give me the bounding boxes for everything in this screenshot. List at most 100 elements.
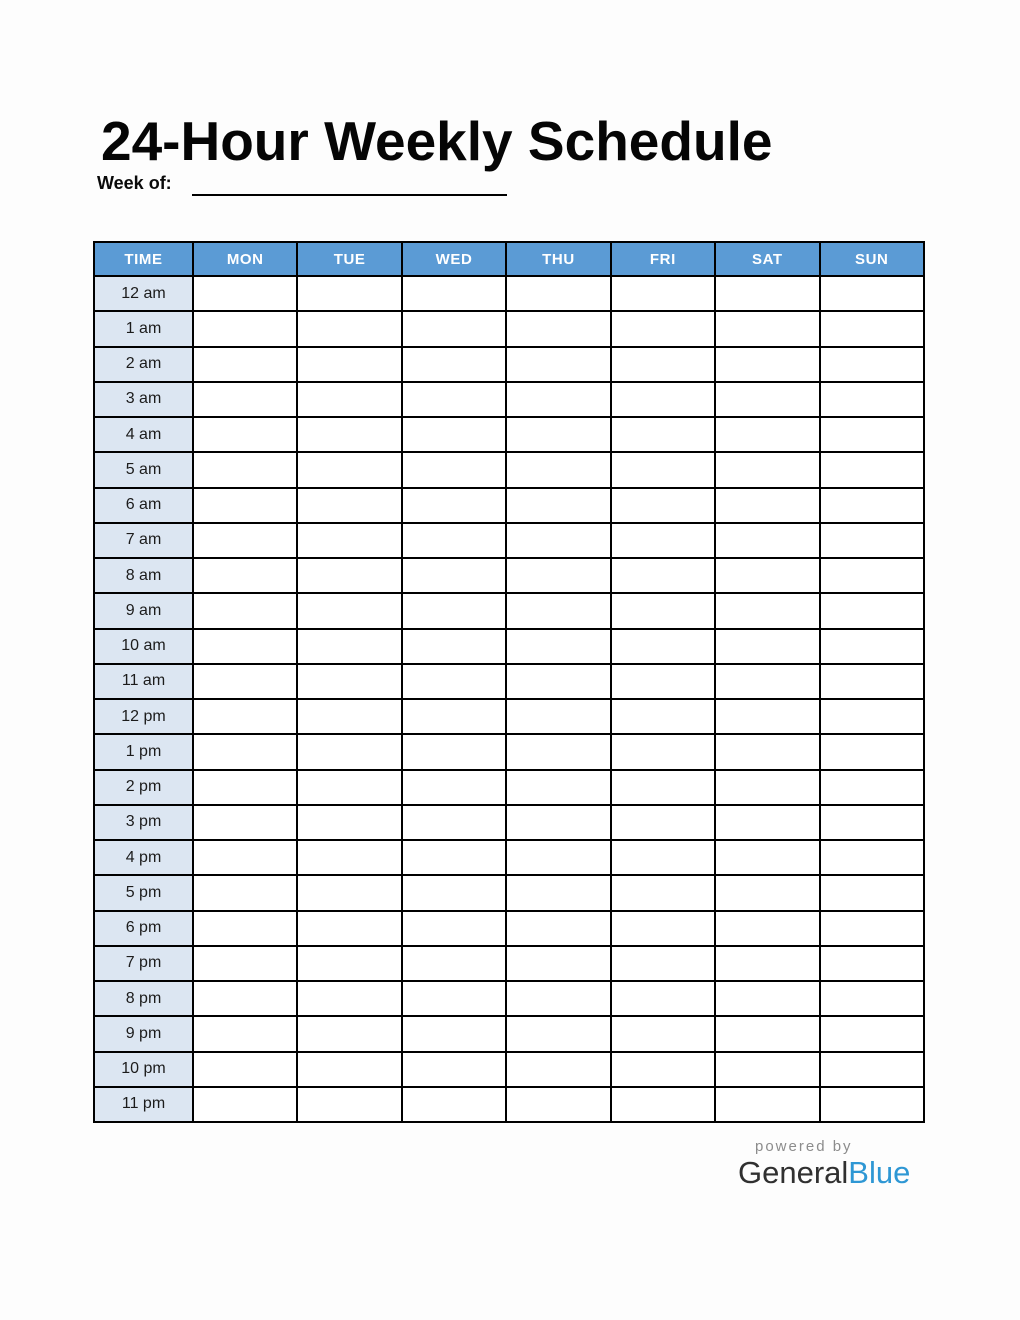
schedule-slot-tue-3pm[interactable] bbox=[296, 803, 403, 842]
schedule-slot-thu-4pm[interactable] bbox=[505, 838, 612, 877]
schedule-slot-sun-5pm[interactable] bbox=[818, 874, 926, 912]
schedule-slot-sat-8pm[interactable] bbox=[714, 979, 821, 1018]
schedule-slot-wed-5am[interactable] bbox=[400, 451, 508, 489]
schedule-slot-sun-2am[interactable] bbox=[818, 345, 926, 383]
schedule-slot-tue-5am[interactable] bbox=[296, 451, 403, 489]
schedule-slot-mon-4am[interactable] bbox=[191, 415, 299, 454]
schedule-slot-sat-12pm[interactable] bbox=[714, 697, 821, 736]
schedule-slot-thu-9am[interactable] bbox=[505, 592, 612, 630]
schedule-slot-mon-6am[interactable] bbox=[191, 486, 299, 524]
schedule-slot-fri-6am[interactable] bbox=[609, 486, 717, 524]
schedule-slot-fri-3pm[interactable] bbox=[609, 803, 717, 842]
schedule-slot-tue-7am[interactable] bbox=[296, 521, 403, 560]
schedule-slot-sat-8am[interactable] bbox=[714, 556, 821, 595]
schedule-slot-sun-12pm[interactable] bbox=[818, 697, 926, 736]
schedule-slot-sat-10am[interactable] bbox=[714, 627, 821, 665]
schedule-slot-mon-1pm[interactable] bbox=[191, 733, 299, 771]
schedule-slot-thu-2am[interactable] bbox=[505, 345, 612, 383]
schedule-slot-sat-6pm[interactable] bbox=[714, 909, 821, 947]
schedule-slot-mon-11am[interactable] bbox=[191, 662, 299, 701]
schedule-slot-mon-2am[interactable] bbox=[191, 345, 299, 383]
schedule-slot-sat-11am[interactable] bbox=[714, 662, 821, 701]
schedule-slot-wed-10pm[interactable] bbox=[400, 1050, 508, 1088]
schedule-slot-tue-1am[interactable] bbox=[296, 310, 403, 348]
schedule-slot-tue-8pm[interactable] bbox=[296, 979, 403, 1018]
schedule-slot-mon-3pm[interactable] bbox=[191, 803, 299, 842]
schedule-slot-mon-9pm[interactable] bbox=[191, 1015, 299, 1053]
schedule-slot-thu-4am[interactable] bbox=[505, 415, 612, 454]
schedule-slot-tue-12pm[interactable] bbox=[296, 697, 403, 736]
schedule-slot-sat-9am[interactable] bbox=[714, 592, 821, 630]
schedule-slot-wed-6pm[interactable] bbox=[400, 909, 508, 947]
schedule-slot-sun-10am[interactable] bbox=[818, 627, 926, 665]
schedule-slot-thu-7pm[interactable] bbox=[505, 944, 612, 983]
schedule-slot-wed-7pm[interactable] bbox=[400, 944, 508, 983]
schedule-slot-sat-3am[interactable] bbox=[714, 380, 821, 419]
schedule-slot-tue-4pm[interactable] bbox=[296, 838, 403, 877]
schedule-slot-wed-3pm[interactable] bbox=[400, 803, 508, 842]
schedule-slot-sun-4pm[interactable] bbox=[818, 838, 926, 877]
schedule-slot-sun-11pm[interactable] bbox=[818, 1085, 926, 1124]
schedule-slot-fri-10pm[interactable] bbox=[609, 1050, 717, 1088]
week-of-fill-line[interactable] bbox=[192, 194, 507, 196]
schedule-slot-fri-2pm[interactable] bbox=[609, 768, 717, 806]
schedule-slot-mon-1am[interactable] bbox=[191, 310, 299, 348]
schedule-slot-thu-1pm[interactable] bbox=[505, 733, 612, 771]
schedule-slot-sun-12am[interactable] bbox=[818, 274, 926, 313]
schedule-slot-sat-2am[interactable] bbox=[714, 345, 821, 383]
schedule-slot-fri-2am[interactable] bbox=[609, 345, 717, 383]
schedule-slot-wed-6am[interactable] bbox=[400, 486, 508, 524]
schedule-slot-fri-1pm[interactable] bbox=[609, 733, 717, 771]
schedule-slot-sat-7pm[interactable] bbox=[714, 944, 821, 983]
schedule-slot-tue-3am[interactable] bbox=[296, 380, 403, 419]
schedule-slot-tue-6am[interactable] bbox=[296, 486, 403, 524]
schedule-slot-tue-4am[interactable] bbox=[296, 415, 403, 454]
schedule-slot-sun-3am[interactable] bbox=[818, 380, 926, 419]
schedule-slot-fri-4am[interactable] bbox=[609, 415, 717, 454]
schedule-slot-sat-2pm[interactable] bbox=[714, 768, 821, 806]
schedule-slot-sun-5am[interactable] bbox=[818, 451, 926, 489]
schedule-slot-thu-8pm[interactable] bbox=[505, 979, 612, 1018]
schedule-slot-sun-6pm[interactable] bbox=[818, 909, 926, 947]
schedule-slot-fri-1am[interactable] bbox=[609, 310, 717, 348]
schedule-slot-mon-4pm[interactable] bbox=[191, 838, 299, 877]
schedule-slot-sat-5am[interactable] bbox=[714, 451, 821, 489]
schedule-slot-fri-7pm[interactable] bbox=[609, 944, 717, 983]
schedule-slot-mon-12pm[interactable] bbox=[191, 697, 299, 736]
schedule-slot-sun-2pm[interactable] bbox=[818, 768, 926, 806]
schedule-slot-wed-7am[interactable] bbox=[400, 521, 508, 560]
schedule-slot-sun-6am[interactable] bbox=[818, 486, 926, 524]
schedule-slot-sat-1pm[interactable] bbox=[714, 733, 821, 771]
schedule-slot-sun-9pm[interactable] bbox=[818, 1015, 926, 1053]
schedule-slot-wed-10am[interactable] bbox=[400, 627, 508, 665]
schedule-slot-sun-10pm[interactable] bbox=[818, 1050, 926, 1088]
schedule-slot-sat-9pm[interactable] bbox=[714, 1015, 821, 1053]
schedule-slot-mon-8pm[interactable] bbox=[191, 979, 299, 1018]
schedule-slot-tue-11am[interactable] bbox=[296, 662, 403, 701]
schedule-slot-thu-12pm[interactable] bbox=[505, 697, 612, 736]
schedule-slot-tue-1pm[interactable] bbox=[296, 733, 403, 771]
schedule-slot-sat-3pm[interactable] bbox=[714, 803, 821, 842]
schedule-slot-wed-4am[interactable] bbox=[400, 415, 508, 454]
schedule-slot-fri-9am[interactable] bbox=[609, 592, 717, 630]
schedule-slot-mon-7pm[interactable] bbox=[191, 944, 299, 983]
schedule-slot-wed-5pm[interactable] bbox=[400, 874, 508, 912]
schedule-slot-wed-12pm[interactable] bbox=[400, 697, 508, 736]
schedule-slot-sat-11pm[interactable] bbox=[714, 1085, 821, 1124]
schedule-slot-mon-5am[interactable] bbox=[191, 451, 299, 489]
schedule-slot-sat-12am[interactable] bbox=[714, 274, 821, 313]
schedule-slot-wed-2am[interactable] bbox=[400, 345, 508, 383]
schedule-slot-sun-4am[interactable] bbox=[818, 415, 926, 454]
schedule-slot-mon-10pm[interactable] bbox=[191, 1050, 299, 1088]
schedule-slot-thu-9pm[interactable] bbox=[505, 1015, 612, 1053]
schedule-slot-fri-7am[interactable] bbox=[609, 521, 717, 560]
schedule-slot-tue-10am[interactable] bbox=[296, 627, 403, 665]
schedule-slot-wed-11am[interactable] bbox=[400, 662, 508, 701]
schedule-slot-tue-2pm[interactable] bbox=[296, 768, 403, 806]
schedule-slot-fri-6pm[interactable] bbox=[609, 909, 717, 947]
schedule-slot-mon-3am[interactable] bbox=[191, 380, 299, 419]
schedule-slot-tue-12am[interactable] bbox=[296, 274, 403, 313]
schedule-slot-sun-7am[interactable] bbox=[818, 521, 926, 560]
schedule-slot-thu-3pm[interactable] bbox=[505, 803, 612, 842]
schedule-slot-tue-7pm[interactable] bbox=[296, 944, 403, 983]
